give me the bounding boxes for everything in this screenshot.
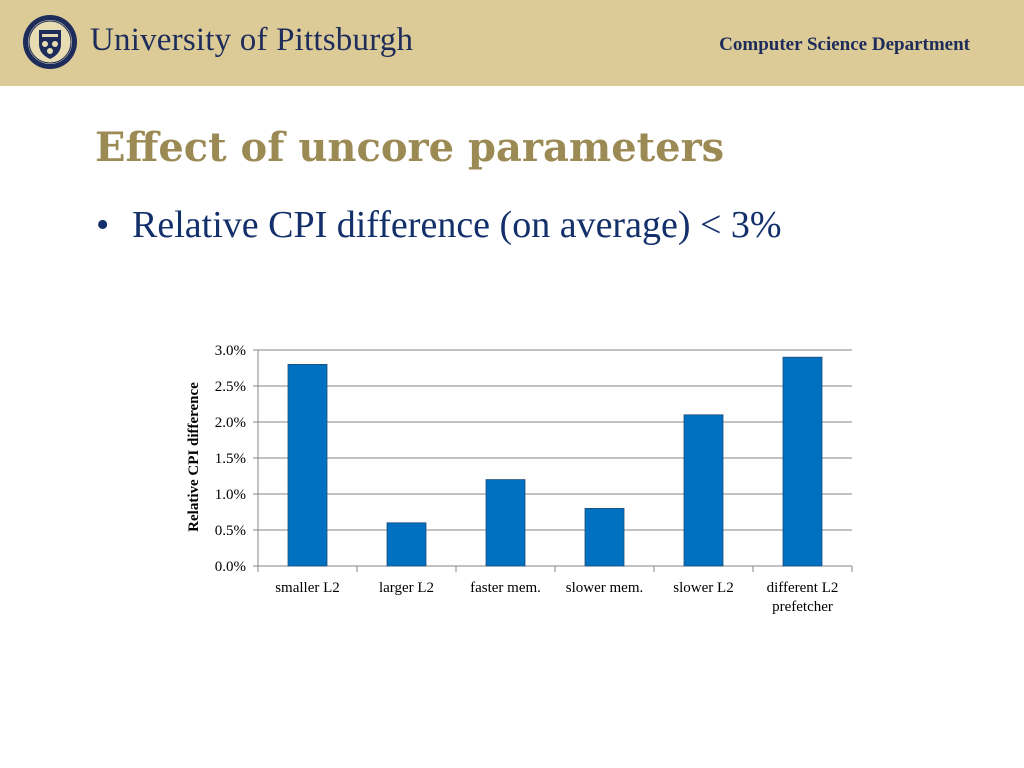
slide-title: Effect of uncore parameters [95,124,725,171]
bullet-item: • Relative CPI difference (on average) < … [96,203,782,247]
y-axis-label: Relative CPI difference [186,382,202,532]
slide-header: University of Pittsburgh Computer Scienc… [0,0,1024,86]
y-tick-label: 1.0% [215,487,246,503]
x-tick-label: slower L2 [673,580,733,596]
bar [584,507,625,567]
bullet-text: Relative CPI difference (on average) < 3… [132,204,782,246]
y-tick-label: 0.5% [215,523,246,539]
y-tick-label: 2.5% [215,379,246,395]
university-name: University of Pittsburgh [90,22,414,58]
x-tick-label: larger L2 [379,580,434,596]
y-tick-label: 1.5% [215,451,246,467]
bullet-marker: • [96,204,110,246]
y-tick-label: 3.0% [215,343,246,359]
bar [386,522,427,567]
y-axis-ticks: 0.0% 0.5% 1.0% 1.5% 2.0% 2.5% 3.0% [215,343,246,575]
y-tick-label: 0.0% [215,559,246,575]
bar [683,414,724,567]
x-tick-label: slower mem. [566,580,643,596]
x-tick-label: smaller L2 [275,580,340,596]
gridlines [253,349,853,572]
y-tick-label: 2.0% [215,415,246,431]
university-seal-icon [23,15,77,69]
x-axis-ticks: smaller L2 larger L2 faster mem. slower mem… [275,580,838,615]
bar [782,356,823,567]
bars [287,356,823,567]
x-tick-label: different L2 prefetcher [767,580,839,615]
department-name: Computer Science Department [719,34,970,55]
bar [287,363,328,567]
bar-chart: 0.0% 0.5% 1.0% 1.5% 2.0% 2.5% 3.0% smaller L2 l… [186,343,853,615]
x-tick-label: faster mem. [470,580,541,596]
bar [485,479,526,567]
